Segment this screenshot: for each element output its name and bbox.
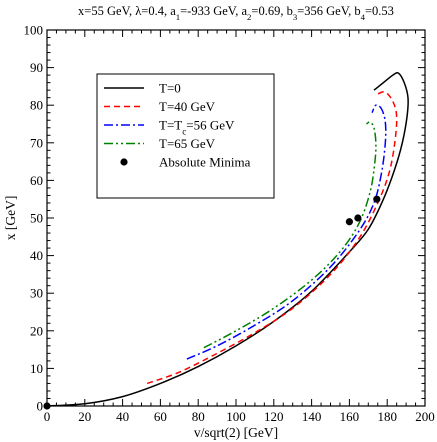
x-axis-label: v/sqrt(2) [GeV] <box>194 425 278 440</box>
y-tick-label: 40 <box>30 248 43 263</box>
x-tick-label: 160 <box>340 409 360 424</box>
plot-axes: 0 20 40 60 80 100 120 140 160 180 200 0 10 20 30 40 50 60… <box>24 23 435 425</box>
series-line-3 <box>186 104 387 360</box>
x-tick-label: 80 <box>192 409 205 424</box>
legend-label: T=0 <box>159 81 181 96</box>
y-tick-label: 20 <box>30 323 43 338</box>
minimum-point <box>373 195 381 203</box>
x-tick-label: 0 <box>44 409 51 424</box>
y-tick-label: 50 <box>30 211 43 226</box>
y-tick-label: 60 <box>30 173 43 188</box>
y-tick-label: 10 <box>30 361 43 376</box>
legend-label: T=40 GeV <box>159 99 216 114</box>
y-axis-label: x [GeV] <box>3 196 18 241</box>
minimum-point <box>354 214 362 222</box>
legend-label: Absolute Minima <box>159 155 251 170</box>
minima-markers <box>43 195 381 410</box>
x-tick-label: 20 <box>78 409 91 424</box>
x-tick-label: 180 <box>377 409 397 424</box>
y-tick-label: 90 <box>30 60 43 75</box>
x-tick-label: 200 <box>415 409 435 424</box>
x-tick-label: 120 <box>264 409 284 424</box>
x-tick-label: 40 <box>116 409 129 424</box>
series-lines <box>46 72 409 407</box>
series-line-1 <box>46 72 409 407</box>
y-tick-label: 100 <box>24 23 44 38</box>
y-tick-label: 80 <box>30 98 43 113</box>
y-tick-label: 0 <box>37 399 44 414</box>
legend-label: T=Tc=56 GeV <box>159 118 235 137</box>
minimum-point <box>43 402 51 410</box>
legend-marker-swatch <box>120 158 128 166</box>
legend-label: T=65 GeV <box>159 136 216 151</box>
chart-title: x=55 GeV, λ=0.4, a1=-933 GeV, a2=0.69, b… <box>78 4 394 22</box>
x-tick-label: 60 <box>154 409 167 424</box>
legend-box <box>96 73 275 199</box>
y-tick-label: 30 <box>30 286 43 301</box>
series-line-2 <box>146 90 398 385</box>
x-tick-label: 100 <box>226 409 246 424</box>
minimum-point <box>345 218 353 226</box>
x-tick-label: 140 <box>302 409 322 424</box>
y-tick-label: 70 <box>30 135 43 150</box>
